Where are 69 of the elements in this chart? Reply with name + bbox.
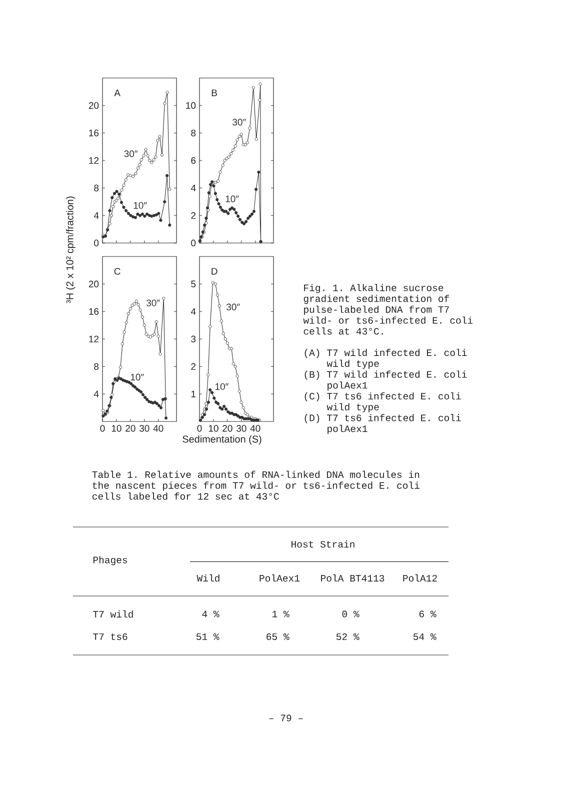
y-tick-label: 12	[89, 157, 99, 164]
series-label: 10″	[134, 202, 147, 209]
x-tick-label: 0	[100, 425, 105, 432]
x-axis-title: Sedimentation (S)	[182, 435, 262, 445]
data-label: 0 %	[342, 610, 360, 618]
data-label: 51 %	[196, 633, 220, 640]
x-tick-label: 10	[112, 425, 122, 432]
y-tick-label: 8	[191, 130, 196, 136]
x-tick-label: 30	[139, 425, 150, 432]
category-label: Wild	[196, 574, 220, 582]
x-tick-label: 0	[197, 425, 202, 432]
y-tick-label: 8	[94, 363, 99, 370]
x-tick-label: 20	[126, 425, 136, 432]
text: B	[212, 90, 217, 96]
y-tick-label: 16	[89, 130, 99, 136]
y-tick-label: 5	[191, 280, 196, 288]
y-tick-label: 10	[186, 102, 196, 109]
x-tick-label: 10	[208, 425, 218, 432]
text: Phages	[93, 556, 128, 566]
series-label: 30″	[124, 150, 138, 158]
category-label: PolA BT4113	[321, 574, 384, 582]
text: Host Strain	[292, 540, 354, 548]
text: T7 ts6	[93, 633, 128, 640]
category-label: PolAex1	[260, 574, 300, 582]
text: T7 wild	[93, 610, 133, 618]
y-tick-label: 2	[191, 212, 196, 219]
x-tick-label: 40	[153, 425, 164, 432]
data-label: 6 %	[419, 610, 436, 618]
series-label: 10″	[226, 196, 239, 202]
series-label: 10″	[130, 374, 144, 380]
text: (D) T7 ts6 infected E. coli polAex1	[304, 414, 461, 434]
y-tick-label: 3	[191, 336, 196, 342]
y-tick-label: 20	[88, 102, 99, 109]
y-tick-label: 6	[191, 157, 196, 164]
text: (B) T7 wild infected E. coli polAex1	[304, 370, 467, 391]
series-label: 30″	[226, 304, 240, 310]
x-tick-label: 30	[236, 425, 246, 432]
data-label: 52 %	[336, 633, 360, 640]
text: D	[212, 268, 218, 275]
y-tick-label: 16	[89, 308, 99, 315]
text: (A) T7 wild infected E. coli wild type	[304, 348, 467, 369]
y-tick-label: 4	[190, 308, 196, 315]
data-label: 54 %	[413, 633, 436, 640]
y-tick-label: 12	[89, 336, 99, 342]
data-label: 65 %	[266, 633, 290, 640]
text: – 79 –	[269, 714, 303, 722]
data-label: 1 %	[272, 610, 290, 618]
series-label: 10″	[215, 383, 228, 390]
text: (C) T7 ts6 infected E. coli wild type	[304, 392, 461, 412]
text: C	[114, 268, 120, 275]
y-axis-title: ³H (2 x 10² cpm/fraction)	[66, 196, 76, 304]
category-label: PolA12	[403, 574, 437, 582]
series-label: 30″	[232, 118, 246, 126]
y-tick-label: 1	[191, 390, 196, 398]
y-tick-label: 4	[94, 212, 99, 219]
text: Table 1. Relative amounts of RNA-linked DNA molecules in the nascent pieces from T7 wild- or ts6-infected E. coli cells labeled for 12 sec at 43°C	[92, 470, 420, 500]
y-tick-label: 4	[190, 184, 196, 192]
y-tick-label: 0	[94, 240, 99, 246]
series-label: 30″	[146, 300, 160, 306]
x-tick-label: 20	[222, 425, 232, 432]
y-tick-label: 0	[191, 240, 196, 246]
y-tick-label: 20	[88, 280, 99, 288]
y-tick-label: 4	[94, 390, 99, 398]
text: A	[114, 90, 120, 96]
y-tick-label: 2	[191, 363, 196, 370]
data-label: 4 %	[202, 610, 220, 618]
x-tick-label: 40	[250, 425, 260, 432]
y-tick-label: 8	[94, 184, 99, 192]
text: Fig. 1. Alkaline sucrose gradient sedimentation of pulse-labeled DNA from T7 wild- or ts6-infected E. coli cells at 43°C.	[303, 284, 473, 335]
